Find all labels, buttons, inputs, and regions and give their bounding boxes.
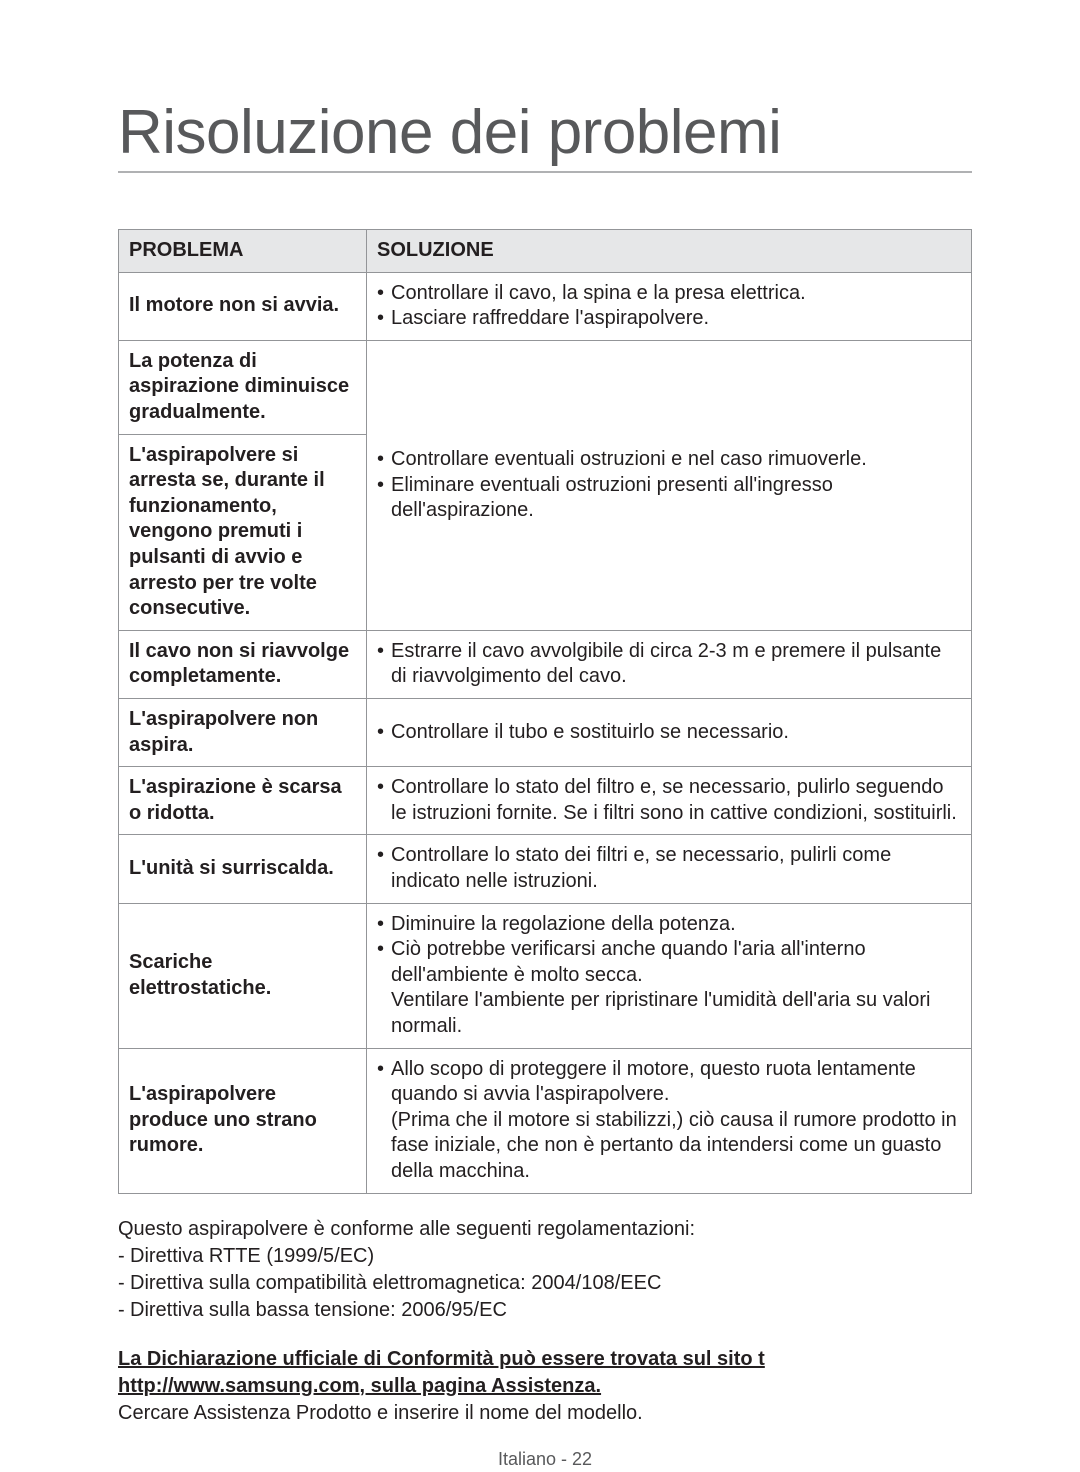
solution-item: Controllare lo stato dei filtri e, se ne… — [391, 843, 961, 894]
problem-cell: L'unità si surriscalda. — [119, 835, 367, 903]
table-row: L'aspirapolvere non aspira. •Controllare… — [119, 699, 972, 767]
declaration-line1: La Dichiarazione ufficiale di Conformità… — [118, 1346, 972, 1373]
solution-item: Controllare il tubo e sostituirlo se nec… — [391, 720, 789, 746]
solution-cell: •Controllare lo stato dei filtri e, se n… — [367, 835, 972, 903]
solution-item: Estrarre il cavo avvolgibile di circa 2-… — [391, 639, 961, 690]
solution-cell: •Allo scopo di proteggere il motore, que… — [367, 1048, 972, 1193]
troubleshooting-table: PROBLEMA SOLUZIONE Il motore non si avvi… — [118, 229, 972, 1193]
problem-cell: L'aspirapolvere produce uno strano rumor… — [119, 1048, 367, 1193]
solution-cell: •Controllare il tubo e sostituirlo se ne… — [367, 699, 972, 767]
table-row: L'unità si surriscalda. •Controllare lo … — [119, 835, 972, 903]
table-row: Il cavo non si riavvolge completamente. … — [119, 630, 972, 698]
solution-cell: •Controllare lo stato del filtro e, se n… — [367, 767, 972, 835]
problem-cell: Il cavo non si riavvolge completamente. — [119, 630, 367, 698]
solution-cell: •Controllare il cavo, la spina e la pres… — [367, 272, 972, 340]
solution-item: Eliminare eventuali ostruzioni presenti … — [391, 473, 961, 524]
table-row: La potenza di aspirazione diminuisce gra… — [119, 340, 972, 434]
search-instruction: Cercare Assistenza Prodotto e inserire i… — [118, 1400, 972, 1427]
page-footer: Italiano - 22 — [118, 1449, 972, 1470]
directive-item: Direttiva sulla bassa tensione: 2006/95/… — [130, 1297, 507, 1324]
solution-item: Controllare eventuali ostruzioni e nel c… — [391, 447, 867, 473]
compliance-section: Questo aspirapolvere è conforme alle seg… — [118, 1216, 972, 1324]
header-solution: SOLUZIONE — [367, 230, 972, 273]
problem-cell: L'aspirazione è scarsa o ridotta. — [119, 767, 367, 835]
problem-cell: L'aspirapolvere non aspira. — [119, 699, 367, 767]
table-row: L'aspirapolvere produce uno strano rumor… — [119, 1048, 972, 1193]
solution-item: Lasciare raffreddare l'aspirapolvere. — [391, 306, 709, 332]
solution-cell: •Diminuire la regolazione della potenza.… — [367, 903, 972, 1048]
compliance-intro: Questo aspirapolvere è conforme alle seg… — [118, 1216, 972, 1243]
problem-cell: L'aspirapolvere si arresta se, durante i… — [119, 434, 367, 630]
solution-item: Allo scopo di proteggere il motore, ques… — [391, 1057, 961, 1185]
solution-item: Diminuire la regolazione della potenza. — [391, 912, 736, 938]
page-title: Risoluzione dei problemi — [118, 100, 972, 173]
directive-item: Direttiva RTTE (1999/5/EC) — [130, 1243, 374, 1270]
table-row: Il motore non si avvia. •Controllare il … — [119, 272, 972, 340]
header-problem: PROBLEMA — [119, 230, 367, 273]
table-row: Scariche elettrostatiche. •Diminuire la … — [119, 903, 972, 1048]
solution-cell: •Controllare eventuali ostruzioni e nel … — [367, 340, 972, 630]
problem-cell: La potenza di aspirazione diminuisce gra… — [119, 340, 367, 434]
solution-item: Controllare il cavo, la spina e la presa… — [391, 281, 806, 307]
solution-cell: •Estrarre il cavo avvolgibile di circa 2… — [367, 630, 972, 698]
solution-item: Ciò potrebbe verificarsi anche quando l'… — [391, 937, 961, 1039]
solution-item: Controllare lo stato del filtro e, se ne… — [391, 775, 961, 826]
declaration-line2: http://www.samsung.com, sulla pagina Ass… — [118, 1373, 972, 1400]
problem-cell: Il motore non si avvia. — [119, 272, 367, 340]
problem-cell: Scariche elettrostatiche. — [119, 903, 367, 1048]
table-row: L'aspirazione è scarsa o ridotta. •Contr… — [119, 767, 972, 835]
directive-item: Direttiva sulla compatibilità elettromag… — [130, 1270, 661, 1297]
